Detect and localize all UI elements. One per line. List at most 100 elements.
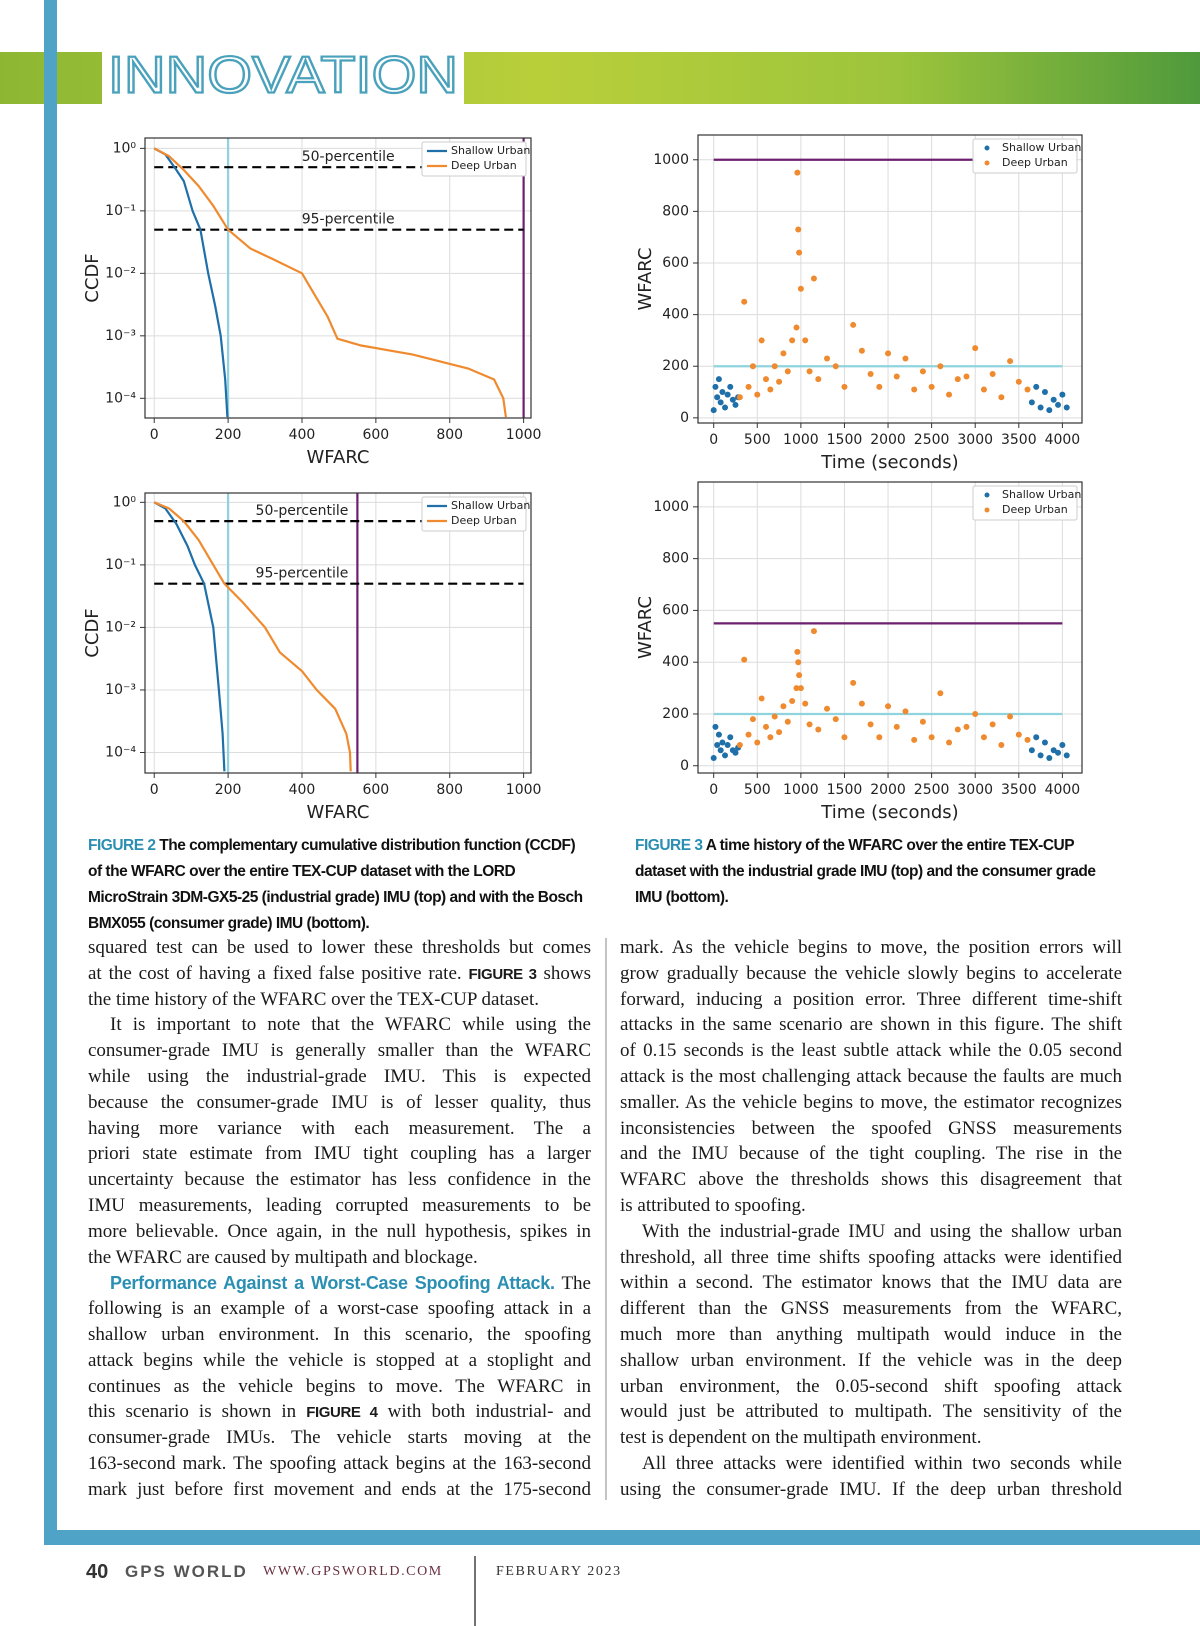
text-run: squared test can be used to lower these … [88, 937, 591, 958]
text-line: 163-second mark. The spoofing attack beg… [88, 1451, 591, 1477]
text-line: squared test can be used to lower these … [88, 935, 591, 961]
text-line: uncertainty because the estimator has le… [88, 1167, 591, 1193]
data-point [1024, 386, 1031, 393]
data-point [1063, 752, 1070, 759]
ccdf-line [153, 147, 507, 418]
text-line: continues as the vehicle begins to move.… [88, 1374, 591, 1400]
data-point [893, 373, 900, 380]
data-point [928, 734, 935, 741]
data-point [850, 321, 857, 328]
chart: 0 200 400 600 800 1000 10⁰ 10⁻¹ 10⁻² 10⁻³ 10⁻⁴ 50-p… [82, 137, 542, 468]
website: WWW.GPSWORLD.COM [263, 1564, 443, 1579]
data-point [749, 363, 756, 370]
data-point [1046, 754, 1053, 761]
data-point [858, 700, 865, 707]
x-tick-label: 1000 [506, 427, 542, 443]
data-point [710, 407, 717, 414]
y-tick-label: 10⁻⁴ [105, 744, 136, 760]
data-point [789, 698, 796, 705]
x-axis-label: Time (seconds) [820, 802, 958, 823]
data-point [727, 734, 734, 741]
data-point [722, 404, 729, 411]
text-run: test is dependent on the multipath envir… [620, 1427, 982, 1449]
data-point [810, 275, 817, 282]
data-point [762, 376, 769, 383]
caption-label: FIGURE 2 [88, 837, 156, 854]
data-point [1050, 747, 1057, 754]
data-point [780, 350, 787, 357]
text-line: WFARC above the thresholds shows this di… [620, 1167, 1122, 1193]
text-line: urban environment, the 0.05-second shift… [620, 1374, 1122, 1400]
data-point [802, 700, 809, 707]
data-point [893, 723, 900, 730]
data-point [1041, 389, 1048, 396]
x-tick-label: 1000 [506, 782, 542, 798]
data-point [714, 394, 721, 401]
text-run: different than the GNSS measurements fro… [620, 1298, 1122, 1320]
y-tick-label: 10⁻³ [105, 682, 136, 698]
data-point [789, 337, 796, 344]
data-point [796, 249, 803, 256]
data-point [989, 370, 996, 377]
data-point [754, 391, 761, 398]
text-line: while using the industrial-grade IMU. Th… [88, 1064, 591, 1090]
data-point [911, 736, 918, 743]
y-tick-label: 10⁻¹ [105, 203, 136, 219]
x-tick-label: 0 [709, 782, 718, 798]
chart: 0 200 400 600 800 1000 10⁰ 10⁻¹ 10⁻² 10⁻³ 10⁻⁴ 50-p… [82, 492, 542, 823]
x-tick-label: 1500 [827, 782, 863, 798]
y-tick-label: 1000 [653, 499, 689, 515]
ccdf-line [153, 501, 226, 772]
plot-frame [697, 134, 1083, 424]
data-point [972, 710, 979, 717]
y-tick-label: 400 [662, 307, 689, 323]
legend-label: Deep Urban [451, 159, 517, 172]
data-point [1024, 736, 1031, 743]
data-point [729, 396, 736, 403]
header-label-box [102, 52, 464, 104]
data-point [824, 355, 831, 362]
caption-text: The complementary cumulative distributio… [88, 837, 583, 932]
threshold-label: 50-percentile [256, 503, 349, 519]
text-run: while using the industrial-grade IMU. Th… [88, 1066, 591, 1087]
legend-label: Deep Urban [1002, 503, 1068, 516]
text-run: priori state estimate from IMU tight cou… [88, 1143, 591, 1165]
data-point [998, 742, 1005, 749]
text-line: With the industrial-grade IMU and using … [642, 1219, 1122, 1245]
text-line: test is dependent on the multipath envir… [620, 1425, 1122, 1451]
text-run: urban environment, the 0.05-second shift… [620, 1375, 1122, 1397]
data-point [802, 337, 809, 344]
data-point [741, 298, 748, 305]
issue-date: FEBRUARY 2023 [496, 1564, 622, 1579]
legend-swatch [984, 507, 990, 513]
data-point [719, 739, 726, 746]
data-point [989, 721, 996, 728]
text-run: consumer-grade IMU is generally smaller … [88, 1040, 591, 1062]
y-tick-label: 400 [662, 654, 689, 670]
text-line: consumer-grade IMUs. The vehicle starts … [88, 1425, 591, 1451]
data-point [749, 716, 756, 723]
data-point [885, 703, 892, 710]
threshold-label: 50-percentile [302, 149, 395, 165]
bottom-bar [44, 1530, 1200, 1545]
data-point [741, 656, 748, 663]
subhead: Performance Against a Worst-Case Spoofin… [110, 1273, 555, 1294]
text-line: inconsistencies between the spoofed GNSS… [620, 1116, 1122, 1142]
data-point [1033, 383, 1040, 390]
legend-swatch [984, 145, 990, 151]
text-run: because the consumer-grade IMU is of les… [88, 1091, 591, 1113]
data-point [795, 226, 802, 233]
x-tick-label: 1500 [827, 432, 863, 448]
text-run: uncertainty because the estimator has le… [88, 1169, 591, 1191]
text-run: consumer-grade IMUs. The vehicle starts … [88, 1427, 591, 1449]
text-line: of 0.15 seconds is the least subtle atta… [620, 1038, 1122, 1064]
data-point [1046, 407, 1053, 414]
x-tick-label: 1000 [783, 432, 819, 448]
plot-area [145, 493, 531, 773]
page-number: 40 [86, 1561, 109, 1583]
data-point [1055, 401, 1062, 408]
text-run: at the cost of having a fixed false posi… [88, 962, 469, 984]
data-point [806, 721, 813, 728]
text-line: attacks in the same scenario are shown i… [620, 1012, 1122, 1038]
